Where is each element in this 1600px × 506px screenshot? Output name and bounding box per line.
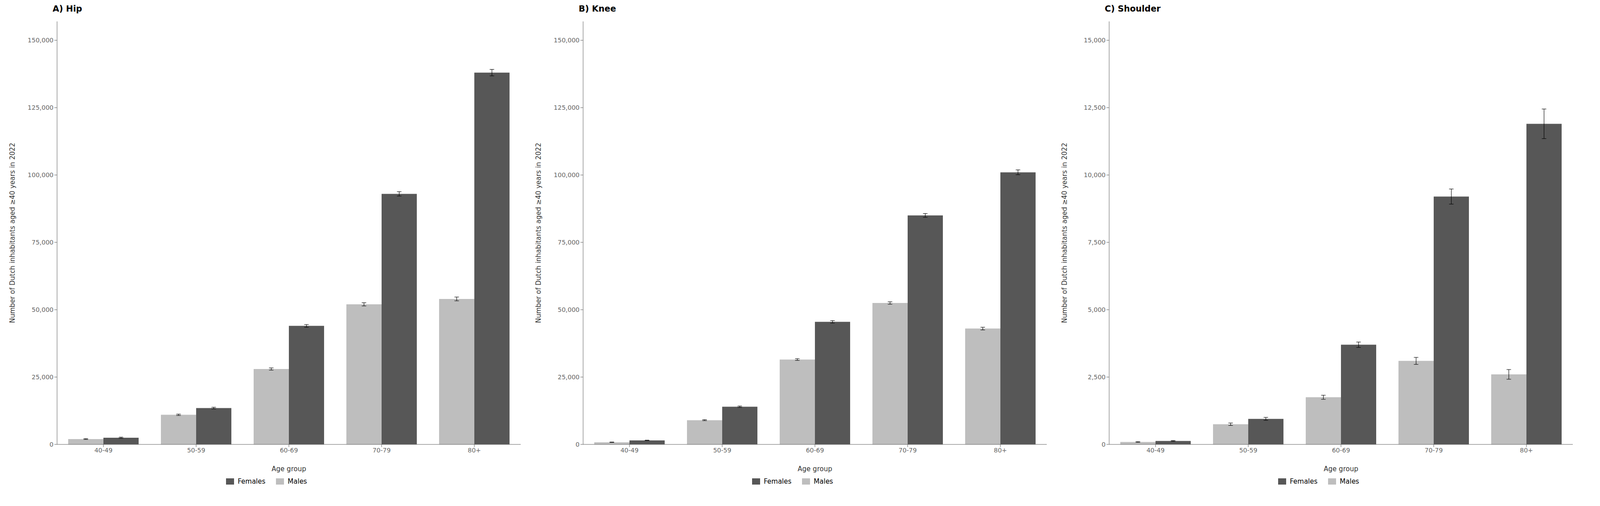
- svg-text:0: 0: [1101, 440, 1106, 448]
- svg-text:7,500: 7,500: [1087, 238, 1106, 246]
- svg-text:80+: 80+: [467, 446, 482, 454]
- svg-text:80+: 80+: [1519, 446, 1534, 454]
- svg-text:0: 0: [575, 440, 580, 448]
- html-text:C) Shoulder: C) Shoulder: [1104, 3, 1161, 14]
- html-text:B) Knee: B) Knee: [578, 3, 617, 14]
- html-text:Females: Females: [1289, 477, 1318, 486]
- svg-text:80+: 80+: [993, 446, 1008, 454]
- html-text:Males: Males: [287, 477, 308, 486]
- svg-text:12,500: 12,500: [1083, 103, 1106, 112]
- svg-text:150,000: 150,000: [27, 36, 54, 44]
- svg-text:100,000: 100,000: [553, 171, 580, 179]
- svg-text:100,000: 100,000: [27, 171, 54, 179]
- svg-text:15,000: 15,000: [1083, 36, 1106, 44]
- svg-text:25,000: 25,000: [31, 373, 54, 381]
- svg-text:Age group: Age group: [271, 464, 306, 473]
- svg-text:125,000: 125,000: [27, 103, 54, 112]
- svg-text:Age group: Age group: [797, 464, 832, 473]
- svg-text:70-79: 70-79: [898, 446, 918, 454]
- svg-text:10,000: 10,000: [1083, 171, 1106, 179]
- svg-text:50-59: 50-59: [1239, 446, 1258, 454]
- svg-text:40-49: 40-49: [94, 446, 113, 454]
- html-text:A) Hip: A) Hip: [52, 3, 83, 14]
- svg-text:50,000: 50,000: [31, 305, 54, 313]
- svg-text:75,000: 75,000: [31, 238, 54, 246]
- html-text:Males: Males: [813, 477, 834, 486]
- svg-text:Number of Dutch inhabitants ag: Number of Dutch inhabitants aged ≥40 yea…: [8, 142, 17, 323]
- html-text:Females: Females: [237, 477, 266, 486]
- svg-text:50-59: 50-59: [187, 446, 206, 454]
- svg-text:60-69: 60-69: [806, 446, 825, 454]
- svg-text:70-79: 70-79: [1424, 446, 1444, 454]
- svg-text:70-79: 70-79: [372, 446, 391, 454]
- svg-text:150,000: 150,000: [553, 36, 580, 44]
- svg-text:60-69: 60-69: [279, 446, 299, 454]
- html-text:Males: Males: [1339, 477, 1360, 486]
- svg-text:125,000: 125,000: [553, 103, 580, 112]
- svg-text:Number of Dutch inhabitants ag: Number of Dutch inhabitants aged ≥40 yea…: [534, 142, 543, 323]
- svg-text:5,000: 5,000: [1087, 305, 1106, 313]
- svg-text:50-59: 50-59: [713, 446, 732, 454]
- svg-text:25,000: 25,000: [557, 373, 580, 381]
- svg-text:50,000: 50,000: [557, 305, 580, 313]
- svg-text:75,000: 75,000: [557, 238, 580, 246]
- svg-text:Age group: Age group: [1323, 464, 1358, 473]
- svg-text:40-49: 40-49: [620, 446, 639, 454]
- svg-text:0: 0: [49, 440, 54, 448]
- html-text:Females: Females: [763, 477, 792, 486]
- svg-text:40-49: 40-49: [1146, 446, 1165, 454]
- svg-text:2,500: 2,500: [1087, 373, 1106, 381]
- svg-text:Number of Dutch inhabitants ag: Number of Dutch inhabitants aged ≥40 yea…: [1060, 142, 1069, 323]
- svg-text:60-69: 60-69: [1332, 446, 1351, 454]
